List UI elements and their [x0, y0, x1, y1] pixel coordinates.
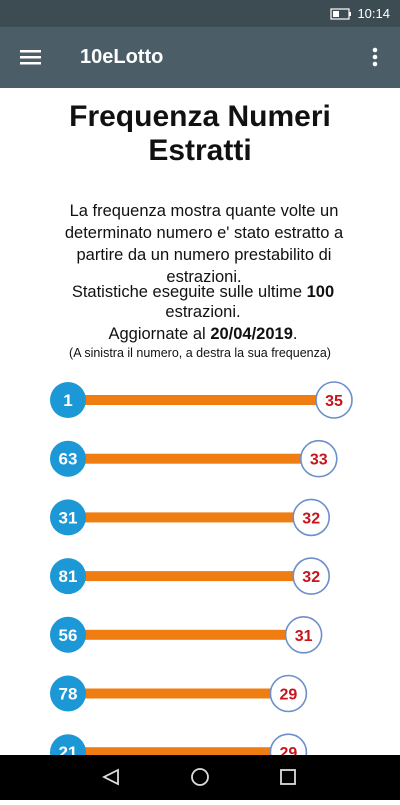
navigation-bar — [0, 755, 400, 800]
update-text: Aggiornate al — [108, 325, 211, 343]
update-info: Aggiornate al 20/04/2019. — [0, 324, 400, 344]
frequency-badge — [315, 381, 353, 419]
app-bar: 10eLotto — [0, 27, 400, 88]
number-label: 81 — [59, 567, 78, 586]
update-text: . — [292, 325, 298, 343]
frequency-badge — [299, 439, 338, 478]
number-label: 56 — [59, 626, 78, 645]
update-date: 20/04/2019 — [210, 325, 293, 343]
legend-note: (A sinistra il numero, a destra la sua f… — [69, 346, 331, 360]
number-badge — [50, 558, 86, 595]
number-label: 21 — [59, 743, 78, 755]
frequency-bar — [68, 571, 312, 582]
battery-icon — [330, 8, 351, 20]
number-label: 63 — [59, 450, 78, 469]
home-button[interactable] — [191, 768, 209, 786]
frequency-badge — [269, 674, 308, 713]
frequency-bar — [68, 747, 289, 755]
number-badge — [50, 675, 86, 712]
frequency-label: 33 — [310, 452, 328, 469]
frequency-label: 35 — [325, 393, 343, 410]
menu-button[interactable] — [20, 48, 42, 66]
recents-button[interactable] — [280, 769, 296, 785]
nav-buttons — [101, 768, 296, 786]
number-badge — [50, 382, 86, 418]
frequency-bar — [68, 688, 289, 699]
frequency-bar — [68, 453, 319, 464]
number-label: 31 — [59, 508, 78, 527]
clock: 10:14 — [357, 6, 390, 21]
frequency-badge — [292, 557, 331, 595]
stats-count: 100 — [306, 283, 335, 301]
stats-info: Statistiche eseguite sulle ultime 100 es… — [50, 282, 356, 322]
frequency-label: 32 — [302, 569, 320, 586]
frequency-bar — [68, 395, 334, 405]
frequency-label: 31 — [295, 628, 313, 645]
frequency-badge — [269, 733, 308, 755]
heading-text: Frequenza Numeri Estratti — [69, 100, 331, 167]
frequency-list: 1 35 63 33 31 32 81 32 56 31 78 29 21 29 — [50, 381, 353, 755]
description: La frequenza mostra quante volte un dete… — [64, 202, 344, 286]
number-badge — [50, 440, 86, 477]
frequency-bar — [68, 512, 312, 523]
stats-text: Statistiche eseguite sulle ultime — [71, 283, 307, 301]
stats-text: estrazioni. — [165, 303, 241, 321]
page-heading: Frequenza Numeri Estratti — [0, 100, 400, 168]
frequency-label: 29 — [280, 745, 298, 755]
frequency-badge — [292, 498, 331, 537]
frequency-label: 32 — [302, 510, 320, 527]
back-button[interactable] — [101, 768, 119, 786]
status-bar: 10:14 — [0, 0, 400, 27]
number-badge — [50, 499, 86, 536]
frequency-badge — [284, 615, 323, 654]
frequency-bar — [68, 629, 304, 640]
number-label: 78 — [59, 685, 78, 704]
number-label: 1 — [63, 391, 72, 410]
frequency-label: 29 — [280, 687, 298, 704]
overflow-menu-button[interactable] — [370, 47, 380, 69]
number-badge — [50, 616, 86, 653]
app-title: 10eLotto — [80, 46, 164, 68]
content: Frequenza Numeri Estratti La frequenza m… — [0, 88, 400, 755]
number-badge — [50, 734, 86, 755]
